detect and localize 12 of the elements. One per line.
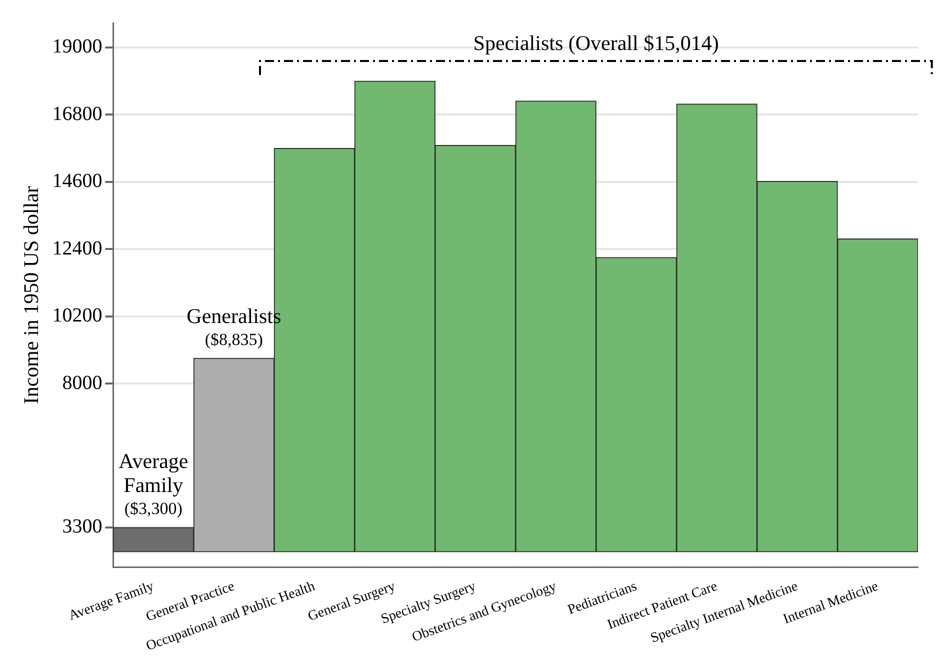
y-tick-label: 19000 xyxy=(52,36,102,58)
annotation: Specialists (Overall $15,014) xyxy=(472,31,720,55)
annotation: ($3,300) xyxy=(123,498,184,520)
y-tick-label: 3300 xyxy=(62,516,102,538)
annotation: ($8,835) xyxy=(204,329,264,352)
y-tick-label: 12400 xyxy=(52,237,102,260)
y-tick-label: 16800 xyxy=(52,102,102,125)
y-tick-label: 10200 xyxy=(52,304,102,327)
y-axis-title: Income in 1950 US dollar xyxy=(19,186,44,404)
y-tick-label: 8000 xyxy=(62,372,102,394)
y-tick-label: 14600 xyxy=(52,170,102,192)
annotation: Average Family xyxy=(118,449,190,498)
